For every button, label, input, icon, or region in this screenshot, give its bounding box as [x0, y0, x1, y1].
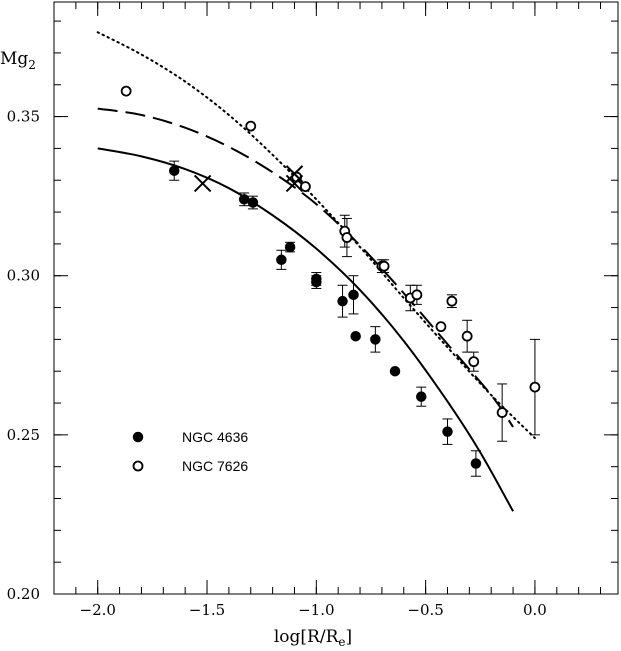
plot-frame	[53, 1, 619, 595]
curve-dotted	[96, 31, 536, 440]
point-ngc4636	[442, 426, 453, 437]
point-ngc7626	[378, 260, 390, 272]
tick-labels: −2.0 −1.5 −1.0 −0.5 0.0 0.20 0.25 0.30 0.35	[7, 108, 547, 619]
y-tick-label: 0.35	[7, 108, 40, 126]
point-ngc4636	[238, 194, 250, 205]
y-axis-label-sub: 2	[28, 58, 36, 72]
model-curves	[96, 31, 536, 512]
point-ngc4636	[311, 276, 322, 288]
x-tick-label: −0.5	[407, 601, 443, 619]
y-tick-label: 0.30	[7, 267, 40, 285]
x-tick-label: −2.0	[80, 601, 116, 619]
point-ngc4636	[247, 197, 259, 208]
point-ngc7626	[529, 381, 541, 393]
legend: NGC 4636 NGC 7626	[132, 429, 248, 474]
curve-dashed	[97, 107, 514, 428]
point-ngc4636	[416, 391, 427, 402]
point-ngc4636	[337, 295, 348, 307]
point-ngc7626	[446, 295, 458, 307]
x-axis-label-sub: e	[338, 635, 345, 649]
point-ngc7626	[461, 330, 473, 342]
axis-ticks	[53, 2, 618, 595]
point-ngc4636	[348, 289, 359, 301]
point-ngc7626	[299, 181, 311, 193]
point-ngc4636	[389, 365, 401, 377]
point-ngc4636	[276, 254, 287, 266]
point-ngc4636	[350, 330, 361, 342]
legend-label-ngc7626: NGC 7626	[182, 458, 248, 474]
x-axis-label-main: log[R/R	[274, 627, 340, 647]
y-axis-label-main: Mg	[0, 49, 28, 69]
point-ngc7626	[245, 120, 257, 132]
x-tick-label: −1.0	[298, 601, 334, 619]
legend-marker-ngc4636	[132, 431, 144, 443]
curve-solid	[97, 147, 514, 512]
point-ngc7626	[496, 407, 508, 418]
point-ngc7626	[411, 289, 423, 301]
data-points	[120, 85, 541, 469]
point-ngc7626	[435, 321, 447, 333]
y-tick-label: 0.25	[7, 426, 40, 444]
point-ngc7626	[120, 85, 132, 97]
point-ngc7626	[468, 356, 480, 368]
x-axis-label-close: ]	[345, 627, 352, 647]
legend-marker-ngc7626	[132, 460, 144, 472]
cross-markers	[193, 165, 304, 193]
x-tick-label: −1.5	[189, 601, 225, 619]
cross-marker	[193, 174, 212, 193]
legend-label-ngc4636: NGC 4636	[182, 429, 248, 445]
cross-marker	[285, 174, 304, 193]
point-ngc4636	[470, 458, 482, 469]
point-ngc7626	[341, 232, 353, 243]
point-ngc4636	[284, 241, 296, 253]
y-axis-label: Mg2	[0, 49, 36, 72]
y-tick-label: 0.20	[7, 585, 40, 603]
x-tick-label: 0.0	[523, 601, 547, 619]
x-axis-label: log[R/Re]	[274, 627, 352, 649]
point-ngc4636	[168, 165, 180, 176]
point-ngc4636	[370, 334, 381, 345]
